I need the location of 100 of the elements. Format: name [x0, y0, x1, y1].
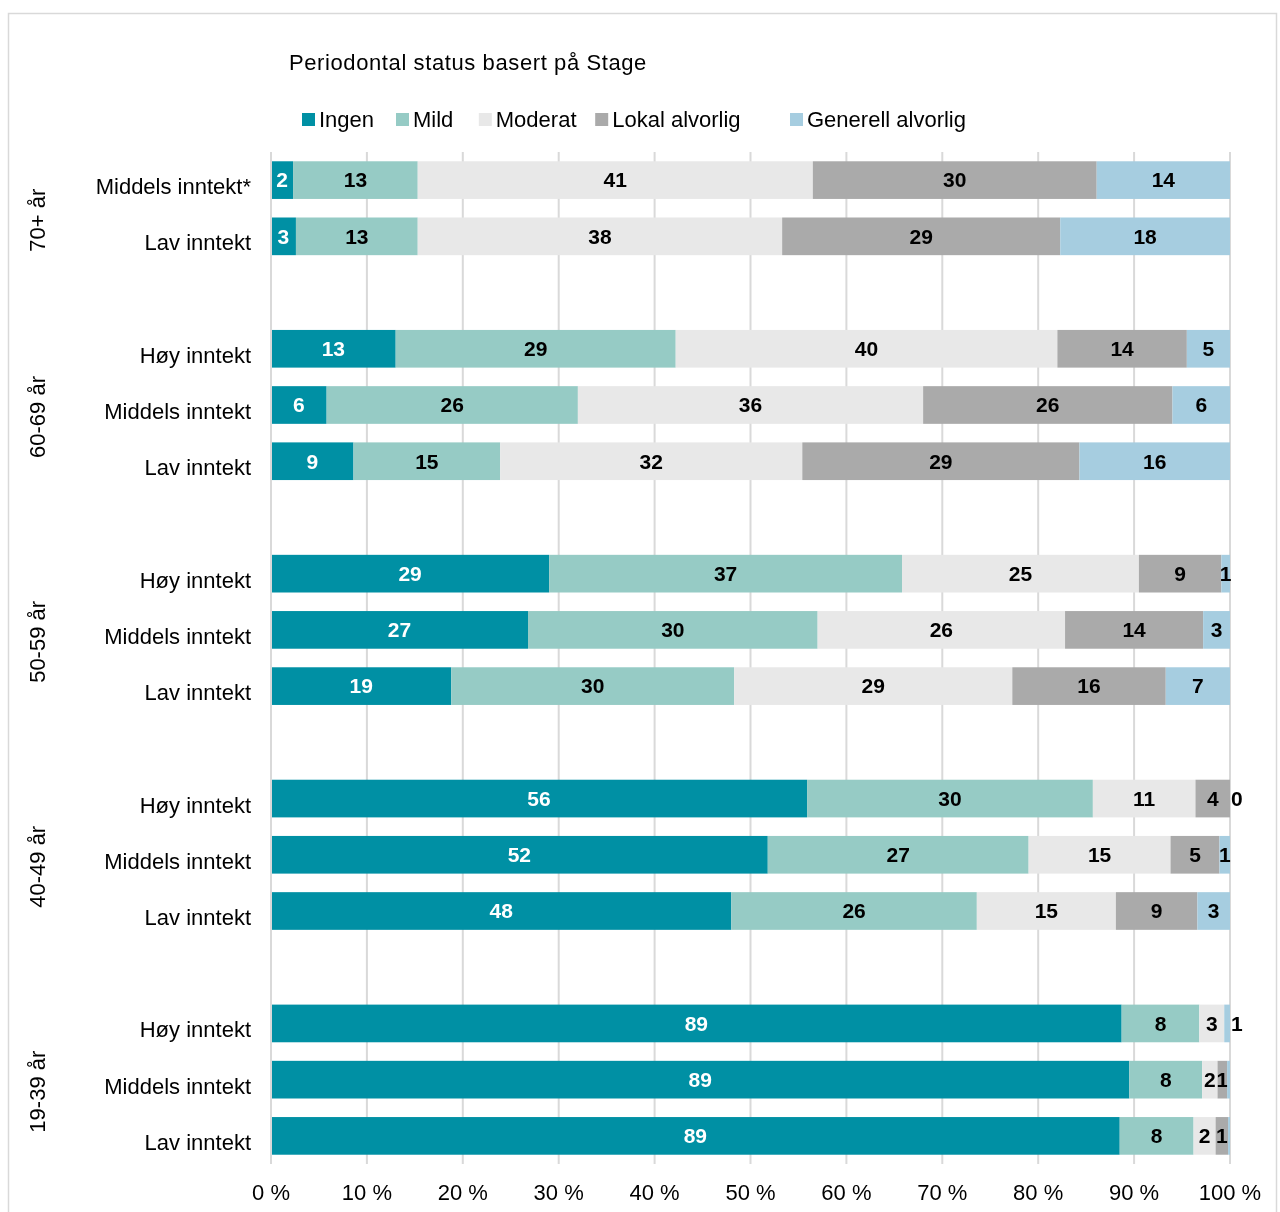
bar [1224, 1004, 1230, 1043]
bar [271, 554, 550, 593]
bar [734, 667, 1013, 705]
bar [271, 386, 327, 424]
bar [500, 442, 803, 481]
data-label: 6 [1195, 393, 1208, 417]
data-label: 18 [1133, 224, 1158, 248]
data-label: 13 [321, 337, 346, 361]
bar [976, 892, 1116, 930]
y-tick-label: Lav inntekt [144, 905, 251, 930]
data-label: 13 [343, 168, 368, 192]
data-label: 26 [440, 393, 464, 417]
data-label: 8 [1150, 1124, 1163, 1148]
data-label: 26 [929, 618, 954, 642]
text: 40-49 år [25, 825, 50, 908]
data-label: 14 [1122, 618, 1147, 642]
bar [1172, 386, 1230, 424]
data-label: 52 [507, 843, 532, 867]
data-label: 9 [1174, 562, 1186, 586]
data-label: 27 [387, 618, 412, 642]
data-label: 5 [1202, 337, 1215, 361]
x-tick-label: 70 % [917, 1180, 968, 1205]
data-label: 8 [1154, 1011, 1167, 1035]
legend-label: Generell alvorlig [807, 107, 966, 132]
data-label: 15 [1087, 843, 1112, 867]
data-label: 1 [1216, 1068, 1229, 1092]
data-label: 7 [1192, 674, 1204, 698]
data-label: 9 [1150, 899, 1163, 923]
bar [1121, 1004, 1200, 1043]
text: 60-69 år [25, 376, 50, 458]
bar [271, 442, 354, 481]
chart-title: Periodontal status basert på Stage [289, 50, 647, 75]
data-label: 11 [1133, 786, 1156, 810]
bar [271, 1004, 1122, 1043]
x-tick-label: 10 % [341, 1180, 392, 1205]
data-label: 41 [603, 168, 628, 192]
bar [1060, 217, 1230, 256]
bar [271, 892, 732, 930]
data-label: 29 [909, 224, 933, 248]
data-label: 1 [1219, 562, 1232, 586]
data-label: 30 [581, 674, 605, 698]
y-tick-label: Middels inntekt* [95, 174, 252, 200]
data-label: 6 [292, 393, 305, 417]
bar [1170, 835, 1220, 874]
bar [326, 386, 578, 424]
bar [1028, 835, 1171, 874]
bar [1115, 892, 1198, 930]
bar [451, 667, 735, 705]
bar [271, 835, 768, 874]
data-label: 3 [1207, 899, 1220, 923]
data-label: 36 [738, 393, 763, 417]
data-label: 26 [1036, 393, 1060, 417]
data-label: 4 [1206, 786, 1219, 810]
text: 50-59 år [25, 600, 50, 683]
text: 70+ år [25, 188, 50, 252]
data-label: 15 [1034, 899, 1059, 923]
data-label: 25 [1008, 562, 1033, 586]
bar [395, 329, 676, 368]
x-tick-label: 20 % [437, 1180, 488, 1205]
bar [1195, 779, 1230, 818]
y-tick-label: Middels inntekt [104, 399, 251, 424]
data-label: 29 [861, 674, 885, 698]
bar [1092, 779, 1196, 818]
data-label: 56 [527, 786, 551, 810]
x-tick-label: 90 % [1109, 1180, 1160, 1205]
bar [1096, 161, 1230, 199]
bar [1165, 667, 1230, 705]
bar [1012, 667, 1166, 705]
bar [1197, 892, 1230, 930]
bar [902, 554, 1139, 593]
x-tick-label: 100 % [1198, 1180, 1262, 1205]
bar [923, 386, 1173, 424]
bar [1057, 329, 1187, 368]
data-label: 40 [854, 337, 879, 361]
data-label: 0 [1231, 786, 1243, 810]
bar [1119, 1117, 1194, 1155]
x-tick-label: 0 % [252, 1180, 290, 1205]
data-label: 30 [938, 786, 962, 810]
bar [271, 1117, 1120, 1155]
bar [782, 217, 1061, 256]
bar [549, 554, 903, 593]
bar [528, 611, 818, 649]
bar [812, 161, 1097, 199]
x-tick-label: 80 % [1013, 1180, 1064, 1205]
bar [271, 1060, 1130, 1099]
y-tick-label: Lav inntekt [144, 1129, 251, 1155]
bar [731, 892, 977, 930]
data-label: 3 [277, 224, 290, 248]
y-tick-label: Høy inntekt [139, 567, 251, 593]
x-tick-label: 30 % [533, 1180, 584, 1205]
legend-label: Mild [413, 107, 454, 132]
data-label: 26 [842, 899, 866, 923]
bar [1227, 1060, 1230, 1099]
bar [417, 161, 813, 199]
legend-label: Ingen [319, 107, 375, 132]
bar [675, 329, 1058, 368]
bar [271, 611, 529, 649]
data-label: 1 [1216, 1124, 1228, 1148]
bar [817, 611, 1066, 649]
data-label: 30 [943, 168, 967, 192]
